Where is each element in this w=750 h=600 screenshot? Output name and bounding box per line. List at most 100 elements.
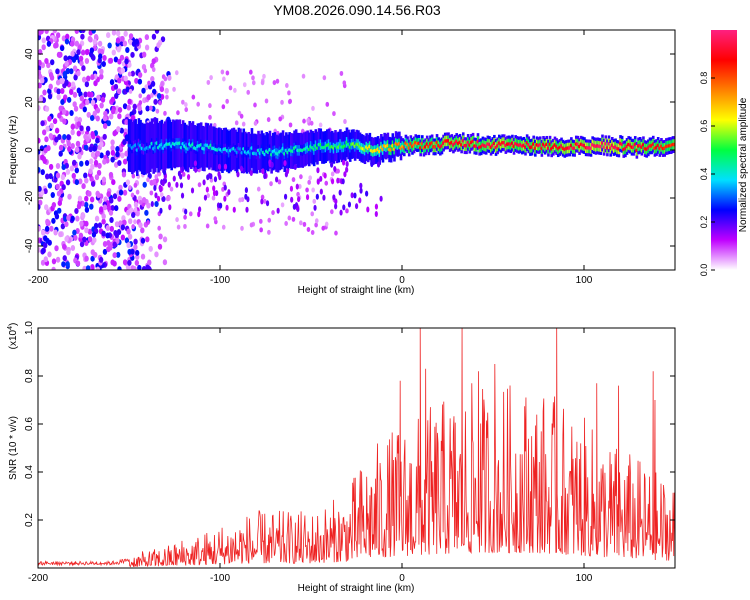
heatmap-cell [83,91,88,98]
heatmap-cell [330,171,335,177]
heatmap-cell [111,179,116,186]
heatmap-cell [106,120,111,127]
heatmap-cell [76,49,81,56]
snr-ytick-label: 0.4 [24,465,35,479]
heatmap-cell [358,197,362,204]
heatmap-cell [287,90,291,96]
heatmap-cell [60,174,66,181]
heatmap-cell [157,225,161,231]
heatmap-cell [144,44,150,51]
heatmap-cell [180,192,185,199]
heatmap-cell [57,200,62,207]
heatmap-cell [101,218,106,225]
heatmap-cell [112,241,117,248]
heatmap-cell [299,220,303,226]
heatmap-cell [70,81,76,88]
heatmap-cell [73,74,78,81]
snr-panel: -200 -100 0 100 0.2 0.4 0.6 0.8 1.0 Height of st… [7,321,676,594]
heatmap-cell [62,133,67,140]
heatmap-cell [330,209,334,215]
heatmap-cell [308,175,312,181]
heatmap-cell [120,234,126,241]
heatmap-cell [141,87,146,94]
heatmap-cell [288,122,293,128]
heatmap-cell [124,150,129,157]
heatmap-cell [72,65,78,72]
heatmap-cell [246,89,251,95]
colorbar-label: Normalized spectral amplitude [738,97,749,232]
heatmap-cell [91,30,96,34]
heatmap-cell [374,203,379,210]
heatmap-cell [120,67,126,74]
heatmap-cell [75,140,81,147]
heatmap-cell [79,241,85,248]
heatmap-cell [150,75,155,82]
heatmap-cell [259,218,263,224]
heatmap-cell [269,181,273,187]
heatmap-cell [84,227,89,234]
heatmap-cell [143,68,148,74]
heatmap-cell [298,184,302,190]
heatmap-cell [206,79,211,85]
heatmap-cell [61,164,66,171]
heatmap-cell [66,96,72,103]
heatmap-cell [74,146,80,153]
heatmap-cell [154,30,160,34]
heatmap-cell [133,207,138,213]
heatmap-cell [314,218,319,224]
heatmap-cell [92,38,98,45]
heatmap-cell [73,234,78,241]
heatmap-cell [113,56,119,63]
heatmap-cell [118,184,123,191]
heatmap-cell [310,229,315,235]
heatmap-cell [117,195,122,202]
heatmap-cell [118,220,123,227]
heatmap-cell [44,30,49,34]
heatmap-cell [72,91,78,98]
heatmap-cell [70,50,75,57]
heatmap-cell [322,75,327,81]
heatmap-cell [38,137,41,144]
heatmap-cell [94,174,100,181]
heatmap-cell [119,54,125,61]
heatmap-cell [162,236,168,243]
heatmap-cell [156,92,162,99]
heatmap-cell [324,221,329,227]
snr-ytick-label: 0.2 [24,513,35,527]
heatmap-cell [212,190,217,197]
heatmap-cell [81,65,86,72]
heatmap-cell [122,158,128,165]
heatmap-cell [43,256,48,263]
heatmap-cell [109,197,114,204]
heatmap-cell [213,216,218,222]
heatmap-cell [299,174,303,180]
heatmap-cell [48,133,54,140]
heatmap-cell [103,110,108,117]
heatmap-cell [253,120,258,126]
heatmap-cell [276,207,280,214]
heatmap-cell [69,110,74,117]
heatmap-cell [128,218,133,225]
heatmap-cell [339,209,343,216]
heatmap-cell [333,165,337,172]
heatmap-cell [135,254,140,261]
heatmap-cell [90,163,95,170]
heatmap-cell [43,235,48,242]
heatmap-cell [163,76,168,82]
heatmap-cell [109,217,114,224]
heatmap-cell [267,217,272,223]
heatmap-cell [181,166,185,173]
heatmap-cell [266,117,271,123]
heatmap-cell [134,77,139,84]
heatmap-cell [105,225,111,232]
heatmap-cell [48,83,53,90]
heatmap-cell [194,166,198,173]
heatmap-cell [46,145,51,152]
heatmap-cell [130,192,135,198]
heatmap-cell [62,118,67,125]
heatmap-cell [184,102,188,108]
heatmap-cell [115,145,120,152]
heatmap-cell [109,225,115,232]
heatmap-cell [223,184,227,191]
heatmap-cell [305,187,309,193]
